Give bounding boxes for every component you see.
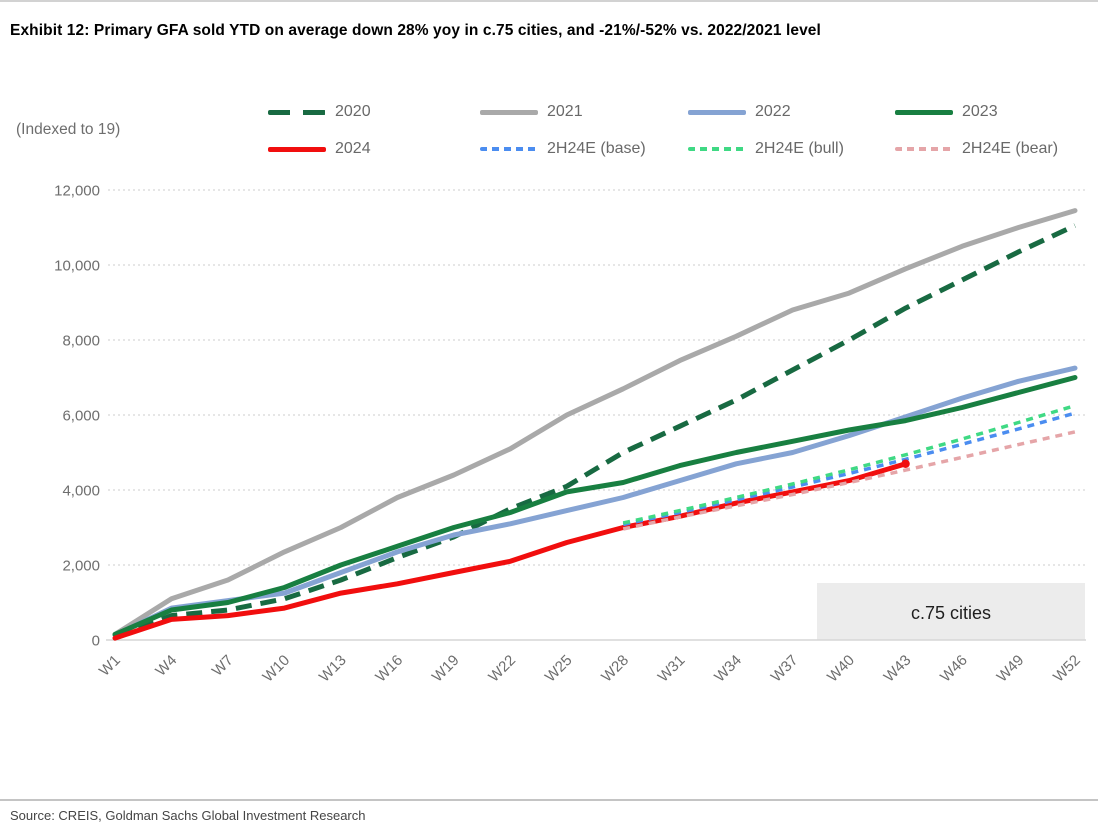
y-axis-label: 6,000 — [62, 408, 100, 425]
legend-swatch — [688, 147, 746, 151]
x-axis-label: W1 — [96, 652, 124, 680]
y-axis-label: 12,000 — [54, 183, 100, 200]
x-axis-label: W37 — [768, 652, 802, 686]
legend-item-2h24e-bear: 2H24E (bear) — [895, 140, 1058, 158]
y-axis-label: 10,000 — [54, 258, 100, 275]
x-axis-label: W49 — [994, 652, 1028, 686]
chart-area: 0 2,000 4,000 6,000 8,000 10,000 12,000 c.75 ci… — [0, 168, 1098, 724]
x-axis-label: W7 — [209, 652, 237, 680]
x-axis-label: W43 — [881, 652, 915, 686]
x-axis-label: W46 — [937, 652, 971, 686]
legend-item-2023: 2023 — [895, 103, 998, 121]
series-2023 — [112, 375, 1078, 637]
legend-label: 2H24E (bull) — [755, 140, 844, 157]
x-axis-label: W40 — [824, 652, 858, 686]
line-chart: 0 2,000 4,000 6,000 8,000 10,000 12,000 c.75 ci… — [54, 183, 1086, 686]
legend-item-2024: 2024 — [268, 140, 371, 158]
legend-label: 2020 — [335, 103, 371, 120]
legend-label: 2021 — [547, 103, 583, 120]
legend-label: 2022 — [755, 103, 791, 120]
series-2022 — [112, 365, 1078, 638]
x-axis-label: W34 — [711, 652, 745, 686]
legend-swatch — [480, 147, 538, 151]
x-axis-label: W22 — [485, 652, 519, 686]
x-axis-label: W4 — [152, 652, 180, 680]
annotation-box — [817, 583, 1085, 640]
x-axis-label: W25 — [542, 652, 576, 686]
series-2024 — [112, 461, 909, 641]
legend-swatch — [480, 109, 538, 115]
legend-label: 2023 — [962, 103, 998, 120]
series-2020 — [114, 223, 1077, 639]
y-axis-label: 0 — [92, 633, 100, 650]
axis-unit-note: (Indexed to 19) — [16, 121, 121, 138]
legend-swatch — [268, 146, 326, 152]
legend-item-2022: 2022 — [688, 103, 791, 121]
legend-item-2h24e-bull: 2H24E (bull) — [688, 140, 844, 158]
x-axis-label: W31 — [655, 652, 689, 686]
legend-swatch — [688, 109, 746, 115]
legend-item-2020: 2020 — [268, 103, 371, 121]
x-axis-label: W10 — [259, 652, 293, 686]
legend-swatch — [268, 109, 326, 115]
series-2024-end-marker — [901, 459, 910, 468]
y-axis-label: 4,000 — [62, 483, 100, 500]
x-axis-label: W19 — [429, 652, 463, 686]
x-axis-label: W13 — [316, 652, 350, 686]
source-note: Source: CREIS, Goldman Sachs Global Inve… — [10, 808, 366, 823]
y-axis-label: 8,000 — [62, 333, 100, 350]
legend-item-2h24e-base: 2H24E (base) — [480, 140, 646, 158]
legend-swatch — [895, 109, 953, 115]
legend-label: 2H24E (bear) — [962, 140, 1059, 157]
legend-swatch — [895, 147, 953, 151]
x-axis-label: W28 — [598, 652, 632, 686]
legend-item-2021: 2021 — [480, 103, 583, 121]
chart-legend: 2020 2021 2022 2023 2024 2H24E (base) 2H24E (b… — [0, 0, 1098, 170]
top-divider — [0, 0, 1098, 2]
x-axis-label: W52 — [1050, 652, 1084, 686]
exhibit-title: Exhibit 12: Primary GFA sold YTD on aver… — [10, 22, 821, 39]
bottom-divider — [0, 799, 1098, 801]
series-2021 — [112, 208, 1078, 637]
annotation-label: c.75 cities — [911, 603, 991, 623]
legend-label: 2H24E (base) — [547, 140, 646, 157]
legend-label: 2024 — [335, 140, 371, 157]
y-axis-label: 2,000 — [62, 558, 100, 575]
x-axis-label: W16 — [372, 652, 406, 686]
